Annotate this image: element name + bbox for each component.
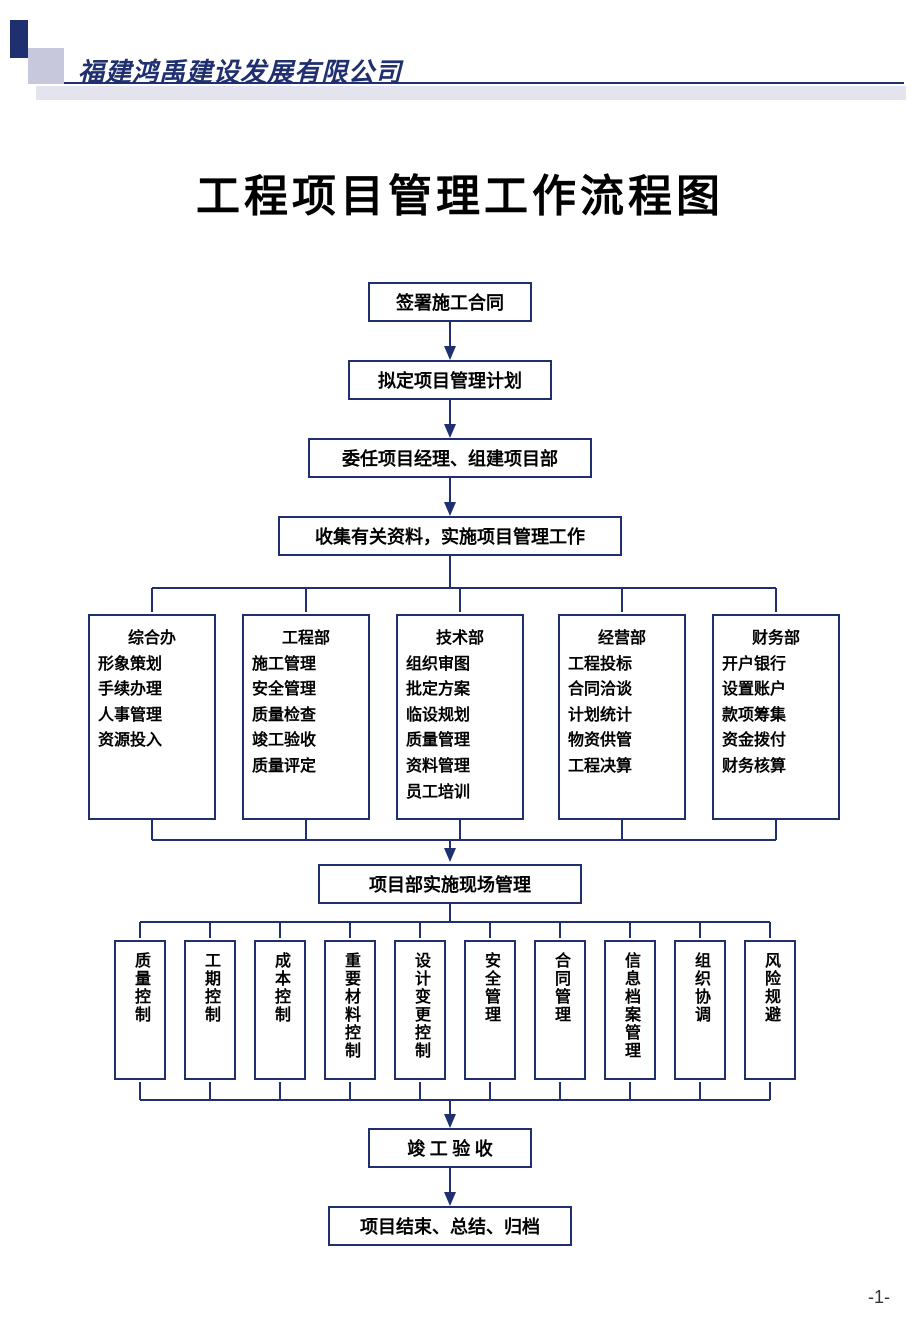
flow-node-appoint-pm: 委任项目经理、组建项目部: [308, 438, 592, 478]
department-box: 经营部工程投标合同洽谈计划统计物资供管工程决算: [558, 614, 686, 820]
department-title: 财务部: [722, 626, 830, 652]
department-item: 款项筹集: [722, 703, 830, 729]
department-box: 财务部开户银行设置账户款项筹集资金拨付财务核算: [712, 614, 840, 820]
department-item: 设置账户: [722, 677, 830, 703]
department-item: 竣工验收: [252, 728, 360, 754]
department-item: 物资供管: [568, 728, 676, 754]
department-item: 安全管理: [252, 677, 360, 703]
company-name: 福建鸿禹建设发展有限公司: [78, 52, 402, 89]
control-box: 信息档案管理: [604, 940, 656, 1080]
department-item: 人事管理: [98, 703, 206, 729]
department-item: 财务核算: [722, 754, 830, 780]
flow-node-archive: 项目结束、总结、归档: [328, 1206, 572, 1246]
header-decor-dark: [10, 20, 28, 58]
department-box: 综合办形象策划手续办理人事管理资源投入: [88, 614, 216, 820]
department-item: 工程投标: [568, 652, 676, 678]
header-bar: 福建鸿禹建设发展有限公司: [0, 28, 920, 76]
department-item: 质量评定: [252, 754, 360, 780]
control-box: 安全管理: [464, 940, 516, 1080]
department-item: 组织审图: [406, 652, 514, 678]
department-item: 施工管理: [252, 652, 360, 678]
control-box: 重要材料控制: [324, 940, 376, 1080]
page-number: -1-: [868, 1287, 890, 1308]
control-box: 成本控制: [254, 940, 306, 1080]
header-decor-light: [28, 48, 64, 84]
flow-node-plan: 拟定项目管理计划: [348, 360, 552, 400]
flow-node-sign-contract: 签署施工合同: [368, 282, 532, 322]
department-item: 质量检查: [252, 703, 360, 729]
department-item: 资金拨付: [722, 728, 830, 754]
department-item: 临设规划: [406, 703, 514, 729]
department-item: 资料管理: [406, 754, 514, 780]
department-item: 合同洽谈: [568, 677, 676, 703]
department-title: 工程部: [252, 626, 360, 652]
department-item: 资源投入: [98, 728, 206, 754]
department-title: 经营部: [568, 626, 676, 652]
page-title: 工程项目管理工作流程图: [0, 160, 920, 224]
department-item: 形象策划: [98, 652, 206, 678]
control-box: 合同管理: [534, 940, 586, 1080]
department-item: 质量管理: [406, 728, 514, 754]
flow-node-acceptance: 竣 工 验 收: [368, 1128, 532, 1168]
department-title: 综合办: [98, 626, 206, 652]
department-title: 技术部: [406, 626, 514, 652]
flow-node-site-mgmt: 项目部实施现场管理: [318, 864, 582, 904]
department-box: 技术部组织审图批定方案临设规划质量管理资料管理员工培训: [396, 614, 524, 820]
control-box: 设计变更控制: [394, 940, 446, 1080]
department-item: 手续办理: [98, 677, 206, 703]
control-box: 风险规避: [744, 940, 796, 1080]
flow-node-collect: 收集有关资料，实施项目管理工作: [278, 516, 622, 556]
control-box: 组织协调: [674, 940, 726, 1080]
department-item: 工程决算: [568, 754, 676, 780]
department-item: 开户银行: [722, 652, 830, 678]
department-item: 批定方案: [406, 677, 514, 703]
control-box: 工期控制: [184, 940, 236, 1080]
department-box: 工程部施工管理安全管理质量检查竣工验收质量评定: [242, 614, 370, 820]
department-item: 计划统计: [568, 703, 676, 729]
control-box: 质量控制: [114, 940, 166, 1080]
department-item: 员工培训: [406, 780, 514, 806]
